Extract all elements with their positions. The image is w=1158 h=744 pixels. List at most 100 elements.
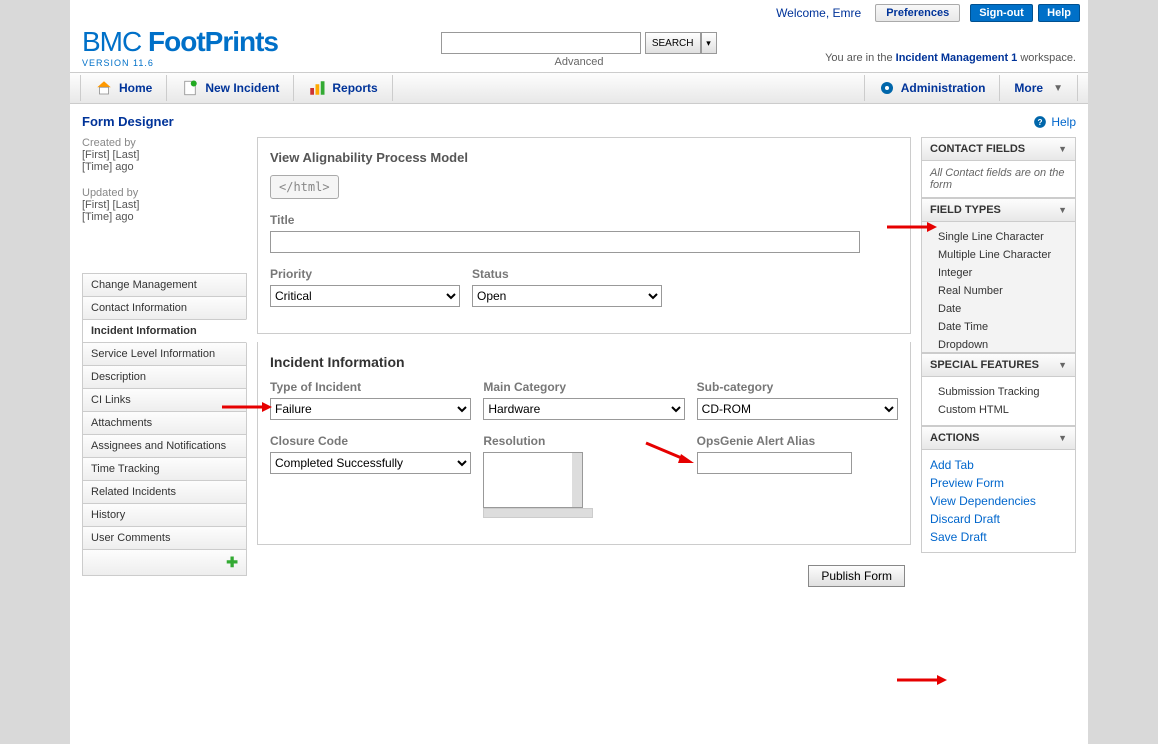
- subcat-select[interactable]: CD-ROM: [697, 398, 898, 420]
- contact-fields-body: All Contact fields are on the form: [922, 161, 1075, 197]
- search-dropdown-button[interactable]: ▾: [701, 32, 717, 54]
- nav-new-incident[interactable]: New Incident: [169, 72, 291, 104]
- document-icon: [181, 79, 199, 97]
- field-types-list: Single Line CharacterMultiple Line Chara…: [922, 222, 1075, 352]
- type-select[interactable]: Failure: [270, 398, 471, 420]
- updated-by-block: Updated by [First] [Last] [Time] ago: [82, 187, 247, 223]
- tab-item[interactable]: Contact Information: [82, 296, 247, 320]
- help-icon: ?: [1033, 115, 1047, 129]
- tab-item[interactable]: User Comments: [82, 526, 247, 550]
- scrollbar[interactable]: [572, 453, 582, 507]
- field-type-item[interactable]: Integer: [930, 264, 1067, 282]
- signout-button[interactable]: Sign-out: [970, 4, 1033, 22]
- field-type-item[interactable]: Dropdown: [930, 336, 1067, 352]
- logo-brand2: FootPrints: [148, 26, 278, 57]
- logo-brand1: BMC: [82, 26, 141, 57]
- nav-administration[interactable]: Administration: [867, 72, 998, 104]
- updated-value1: [First] [Last]: [82, 199, 247, 211]
- actions-title: ACTIONS: [930, 432, 980, 444]
- created-by-block: Created by [First] [Last] [Time] ago: [82, 137, 247, 173]
- field-type-item[interactable]: Multiple Line Character: [930, 246, 1067, 264]
- home-icon: [95, 79, 113, 97]
- tabs-list: Change ManagementContact InformationInci…: [82, 273, 247, 550]
- special-title: SPECIAL FEATURES: [930, 359, 1039, 371]
- priority-select[interactable]: Critical: [270, 285, 460, 307]
- field-types-header[interactable]: FIELD TYPES ▼: [922, 199, 1075, 222]
- tab-item[interactable]: CI Links: [82, 388, 247, 412]
- tab-item[interactable]: Attachments: [82, 411, 247, 435]
- arrow-annotation: [887, 672, 947, 688]
- header: BMC FootPrints VERSION 11.6 SEARCH▾ Adva…: [70, 26, 1088, 72]
- nav-reports[interactable]: Reports: [296, 72, 389, 104]
- field-type-item[interactable]: Real Number: [930, 282, 1067, 300]
- contact-fields-title: CONTACT FIELDS: [930, 143, 1025, 155]
- nav-admin-label: Administration: [901, 81, 986, 95]
- action-link[interactable]: View Dependencies: [930, 492, 1067, 510]
- action-link[interactable]: Save Draft: [930, 528, 1067, 546]
- tab-add-button[interactable]: ✚: [82, 549, 247, 576]
- subcat-label: Sub-category: [697, 380, 898, 394]
- field-types-panel: FIELD TYPES ▼ Single Line CharacterMulti…: [921, 198, 1076, 353]
- special-list: Submission TrackingCustom HTML: [922, 377, 1075, 425]
- special-item[interactable]: Custom HTML: [930, 401, 1067, 419]
- chevron-down-icon: ▼: [1053, 83, 1063, 94]
- action-link[interactable]: Preview Form: [930, 474, 1067, 492]
- logo-area: BMC FootPrints VERSION 11.6: [82, 26, 382, 68]
- field-type-item[interactable]: Date: [930, 300, 1067, 318]
- contact-fields-header[interactable]: CONTACT FIELDS ▼: [922, 138, 1075, 161]
- special-header[interactable]: SPECIAL FEATURES ▼: [922, 354, 1075, 377]
- nav-more[interactable]: More ▼: [1002, 72, 1075, 104]
- title-label: Title: [270, 213, 898, 227]
- search-area: SEARCH▾ Advanced: [382, 26, 776, 68]
- actions-header[interactable]: ACTIONS ▼: [922, 427, 1075, 450]
- nav-home[interactable]: Home: [83, 72, 164, 104]
- resolution-textarea[interactable]: [483, 452, 583, 508]
- workspace-prefix: You are in the: [825, 52, 896, 64]
- tab-item[interactable]: Incident Information: [82, 319, 247, 343]
- tab-item[interactable]: Description: [82, 365, 247, 389]
- field-type-item[interactable]: Date Time: [930, 318, 1067, 336]
- tab-item[interactable]: Time Tracking: [82, 457, 247, 481]
- updated-value2: [Time] ago: [82, 211, 247, 223]
- action-link[interactable]: Add Tab: [930, 456, 1067, 474]
- priority-label: Priority: [270, 267, 460, 281]
- status-select[interactable]: Open: [472, 285, 662, 307]
- plus-icon: ✚: [226, 554, 238, 570]
- incident-heading: Incident Information: [270, 354, 898, 370]
- publish-form-button[interactable]: Publish Form: [808, 565, 905, 587]
- search-button[interactable]: SEARCH: [645, 32, 701, 54]
- logo: BMC FootPrints: [82, 26, 382, 58]
- help-label: Help: [1051, 115, 1076, 129]
- chevron-down-icon: ▼: [1058, 360, 1067, 370]
- help-link[interactable]: ? Help: [1033, 114, 1076, 129]
- top-bar: Welcome, Emre Preferences Sign-out Help: [70, 0, 1088, 26]
- status-label: Status: [472, 267, 662, 281]
- tab-item[interactable]: Service Level Information: [82, 342, 247, 366]
- nav-bar: Home New Incident Reports Administration…: [70, 72, 1088, 104]
- tab-item[interactable]: History: [82, 503, 247, 527]
- advanced-link[interactable]: Advanced: [382, 56, 776, 68]
- maincat-select[interactable]: Hardware: [483, 398, 684, 420]
- page-title: Form Designer: [82, 114, 174, 129]
- chevron-down-icon: ▼: [1058, 433, 1067, 443]
- chevron-down-icon: ▼: [1058, 144, 1067, 154]
- field-types-title: FIELD TYPES: [930, 204, 1001, 216]
- special-item[interactable]: Submission Tracking: [930, 383, 1067, 401]
- action-link[interactable]: Discard Draft: [930, 510, 1067, 528]
- tab-item[interactable]: Related Incidents: [82, 480, 247, 504]
- updated-label: Updated by: [82, 187, 247, 199]
- tab-item[interactable]: Assignees and Notifications: [82, 434, 247, 458]
- chart-icon: [308, 79, 326, 97]
- workspace-suffix: workspace.: [1017, 52, 1076, 64]
- search-input[interactable]: [441, 32, 641, 54]
- preferences-button[interactable]: Preferences: [875, 4, 960, 22]
- actions-panel: ACTIONS ▼ Add TabPreview FormView Depend…: [921, 426, 1076, 553]
- title-input[interactable]: [270, 231, 860, 253]
- field-type-item[interactable]: Single Line Character: [930, 228, 1067, 246]
- closure-select[interactable]: Completed Successfully: [270, 452, 471, 474]
- opsgenie-input[interactable]: [697, 452, 852, 474]
- help-button[interactable]: Help: [1038, 4, 1080, 22]
- tab-item[interactable]: Change Management: [82, 273, 247, 297]
- nav-new-incident-label: New Incident: [205, 81, 279, 95]
- incident-form-box: Incident Information Type of Incident Fa…: [257, 342, 911, 545]
